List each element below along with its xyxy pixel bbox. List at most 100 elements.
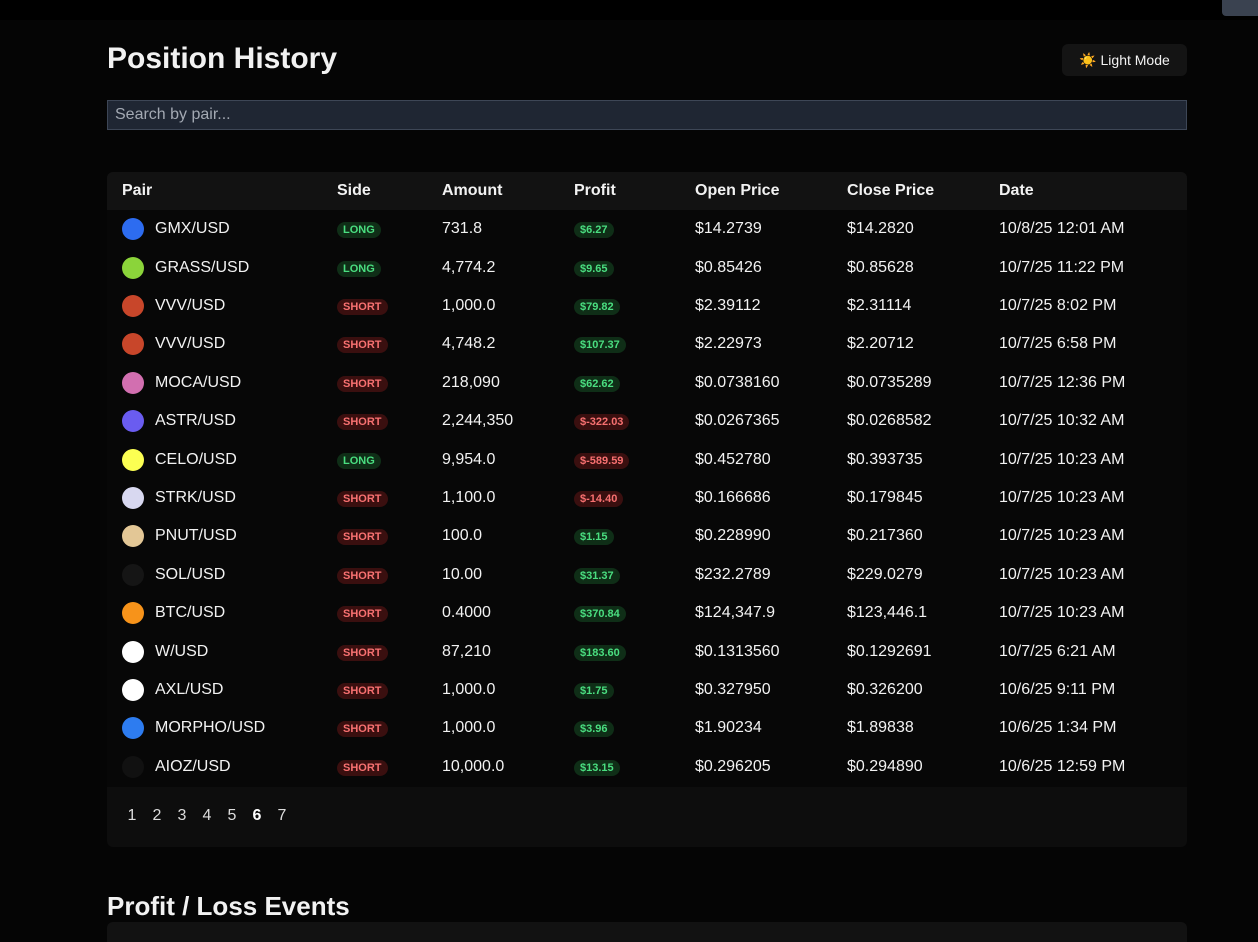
- profit-badge: $-589.59: [574, 452, 630, 469]
- table-cell: $14.2739: [695, 220, 762, 238]
- pair-name: VVV/USD: [155, 297, 226, 314]
- table-cell: 731.8: [442, 220, 483, 238]
- profit-badge: $1.15: [574, 529, 614, 546]
- table-cell: 10/7/25 10:23 AM: [999, 450, 1125, 468]
- pair-icon: [122, 410, 144, 433]
- table-cell: 10/7/25 8:02 PM: [999, 297, 1117, 314]
- table-cell: $0.294890: [847, 757, 923, 775]
- table-cell: $1.89838: [847, 719, 914, 737]
- table-cell: $124,347.9: [695, 604, 776, 622]
- side-badge: SHORT: [337, 529, 388, 546]
- pair-name: W/USD: [155, 642, 209, 660]
- pair-name: AIOZ/USD: [155, 757, 231, 775]
- pair-icon: [122, 295, 144, 317]
- pair-icon: [122, 563, 144, 586]
- table-cell: 10/6/25 1:34 PM: [999, 719, 1117, 737]
- table-header: [107, 172, 1187, 210]
- pair-icon: [122, 333, 144, 356]
- search-input[interactable]: Search by pair...: [107, 100, 1187, 130]
- table-cell: $0.0267365: [695, 412, 780, 430]
- pair-icon: [122, 640, 144, 663]
- pair-icon: [122, 218, 144, 241]
- table-cell: 2,244,350: [442, 412, 514, 430]
- page-link[interactable]: 3: [177, 807, 187, 824]
- pair-icon: [122, 602, 144, 625]
- column-header: Profit: [574, 182, 616, 199]
- pair-name: GRASS/USD: [155, 258, 250, 276]
- table-cell: 10,000.0: [442, 757, 505, 775]
- pair-icon: [122, 755, 144, 778]
- table-cell: 10/7/25 6:58 PM: [999, 335, 1117, 353]
- side-badge: SHORT: [337, 567, 388, 584]
- theme-button[interactable]: ☀️ Light Mode: [1062, 44, 1187, 76]
- pair-name: SOL/USD: [155, 565, 226, 583]
- table-cell: $0.166686: [695, 489, 771, 506]
- page-link[interactable]: 6: [252, 807, 262, 824]
- table-cell: $1.90234: [695, 719, 762, 737]
- pair-name: AXL/USD: [155, 681, 224, 698]
- table-cell: $229.0279: [847, 565, 923, 583]
- side-badge: SHORT: [337, 759, 388, 776]
- table-cell: $14.2820: [847, 220, 914, 238]
- table-cell: $2.39112: [695, 297, 761, 314]
- table-cell: $0.0738160: [695, 373, 780, 391]
- profit-badge: $62.62: [574, 375, 620, 392]
- table-cell: 10/6/25 12:59 PM: [999, 757, 1126, 775]
- side-badge: SHORT: [337, 491, 388, 507]
- table-cell: 10/7/25 10:23 AM: [999, 604, 1125, 622]
- side-badge: LONG: [337, 452, 381, 469]
- table-cell: 1,100.0: [442, 489, 496, 506]
- pair-icon: [122, 371, 144, 394]
- table-cell: 100.0: [442, 527, 483, 545]
- table-cell: 0.4000: [442, 604, 491, 622]
- table-cell: $0.228990: [695, 527, 771, 545]
- pair-icon: [122, 487, 144, 509]
- profit-badge: $183.60: [574, 644, 626, 661]
- table-cell: 10/8/25 12:01 AM: [999, 220, 1125, 238]
- table-cell: 87,210: [442, 642, 491, 660]
- profit-badge: $107.37: [574, 337, 626, 354]
- table-cell: $0.0735289: [847, 373, 932, 391]
- pair-name: VVV/USD: [155, 335, 226, 353]
- pair-icon: [122, 679, 144, 701]
- column-header: Amount: [442, 182, 503, 199]
- pair-name: MOCA/USD: [155, 373, 242, 391]
- table-cell: $2.20712: [847, 335, 914, 353]
- column-header: Side: [337, 182, 371, 199]
- page-link[interactable]: 4: [202, 807, 212, 824]
- table-cell: $0.0268582: [847, 412, 932, 430]
- page-title: Position History: [107, 42, 338, 75]
- column-header: Date: [999, 182, 1034, 199]
- column-header: Open Price: [695, 182, 780, 199]
- table-cell: 4,774.2: [442, 258, 496, 276]
- page-link[interactable]: 5: [227, 807, 237, 824]
- pair-icon: [122, 448, 144, 471]
- page-link[interactable]: 2: [152, 807, 162, 824]
- table-cell: 218,090: [442, 373, 500, 391]
- page-link[interactable]: 1: [127, 807, 137, 824]
- profit-badge: $-14.40: [574, 491, 624, 507]
- profit-badge: $79.82: [574, 299, 620, 315]
- corner-tab[interactable]: [1222, 0, 1258, 16]
- table-cell: $0.452780: [695, 450, 771, 468]
- side-badge: SHORT: [337, 721, 388, 738]
- pair-name: STRK/USD: [155, 489, 236, 506]
- profit-badge: $1.75: [574, 683, 614, 699]
- table-cell: 10.00: [442, 565, 483, 583]
- table-cell: 1,000.0: [442, 297, 496, 314]
- table-cell: $0.1292691: [847, 642, 932, 660]
- pair-name: CELO/USD: [155, 450, 237, 468]
- page-link[interactable]: 7: [277, 807, 287, 824]
- pair-name: GMX/USD: [155, 220, 230, 238]
- table-cell: $0.393735: [847, 450, 923, 468]
- side-badge: SHORT: [337, 683, 388, 699]
- side-badge: SHORT: [337, 375, 388, 392]
- pair-name: ASTR/USD: [155, 412, 236, 430]
- table-body: [107, 210, 1187, 787]
- table-cell: $0.1313560: [695, 642, 780, 660]
- column-header: Close Price: [847, 182, 935, 199]
- table-cell: 10/6/25 9:11 PM: [999, 681, 1116, 698]
- side-badge: SHORT: [337, 606, 388, 623]
- table-cell: $232.2789: [695, 565, 771, 583]
